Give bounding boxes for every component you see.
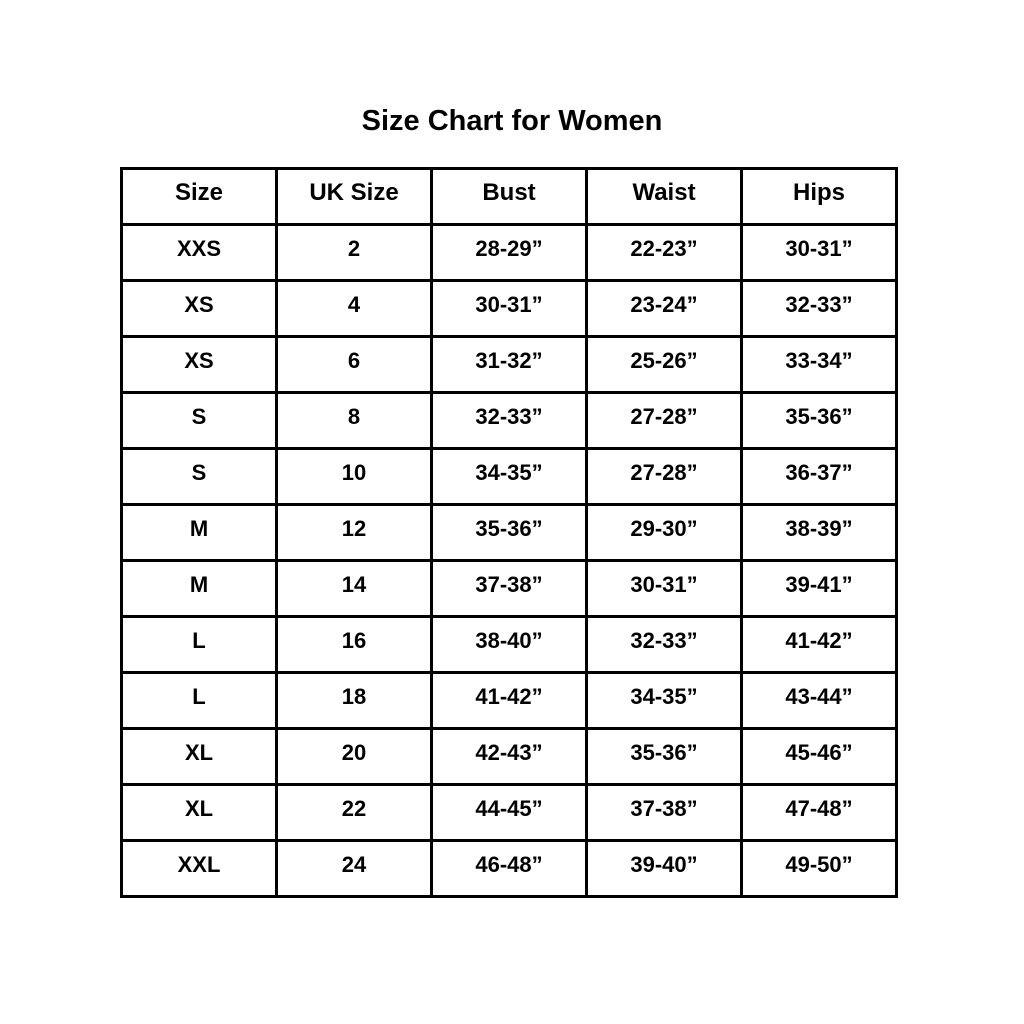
- table-cell: 38-40”: [430, 615, 588, 674]
- table-cell: 30-31”: [585, 559, 743, 618]
- table-row: L 18 41-42” 34-35” 43-44”: [120, 671, 898, 730]
- page-title: Size Chart for Women: [361, 105, 663, 137]
- table-cell: 20: [275, 727, 433, 786]
- table-cell: 28-29”: [430, 223, 588, 282]
- table-cell: S: [120, 391, 278, 450]
- table-cell: 25-26”: [585, 335, 743, 394]
- table-cell: 30-31”: [430, 279, 588, 338]
- table-cell: 18: [275, 671, 433, 730]
- table-header: Size UK Size Bust Waist Hips: [120, 167, 898, 226]
- column-header: Size: [120, 167, 278, 226]
- table-cell: 37-38”: [430, 559, 588, 618]
- table-cell: XL: [120, 783, 278, 842]
- table-cell: 31-32”: [430, 335, 588, 394]
- table-cell: 6: [275, 335, 433, 394]
- table-cell: 36-37”: [740, 447, 898, 506]
- table-cell: 35-36”: [430, 503, 588, 562]
- table-cell: 39-41”: [740, 559, 898, 618]
- table-row: XS 4 30-31” 23-24” 32-33”: [120, 279, 898, 338]
- table-cell: XXL: [120, 839, 278, 898]
- table-cell: 32-33”: [585, 615, 743, 674]
- table-cell: 24: [275, 839, 433, 898]
- table-cell: 35-36”: [585, 727, 743, 786]
- table-row: S 10 34-35” 27-28” 36-37”: [120, 447, 898, 506]
- table-cell: 32-33”: [740, 279, 898, 338]
- table-cell: XL: [120, 727, 278, 786]
- table-cell: 27-28”: [585, 391, 743, 450]
- table-cell: XXS: [120, 223, 278, 282]
- table-cell: 43-44”: [740, 671, 898, 730]
- table-cell: 41-42”: [740, 615, 898, 674]
- table-cell: 27-28”: [585, 447, 743, 506]
- column-header: Hips: [740, 167, 898, 226]
- table-row: S 8 32-33” 27-28” 35-36”: [120, 391, 898, 450]
- column-header: Waist: [585, 167, 743, 226]
- table-row: XXS 2 28-29” 22-23” 30-31”: [120, 223, 898, 282]
- table-cell: L: [120, 671, 278, 730]
- table-cell: M: [120, 559, 278, 618]
- table-cell: 8: [275, 391, 433, 450]
- table-cell: 37-38”: [585, 783, 743, 842]
- table-cell: 4: [275, 279, 433, 338]
- table-cell: M: [120, 503, 278, 562]
- table-cell: 10: [275, 447, 433, 506]
- table-cell: 34-35”: [430, 447, 588, 506]
- table-cell: 47-48”: [740, 783, 898, 842]
- table-body: XXS 2 28-29” 22-23” 30-31” XS 4 30-31” 23-24” 32-…: [120, 223, 898, 898]
- table-cell: 16: [275, 615, 433, 674]
- column-header: Bust: [430, 167, 588, 226]
- table-row: XXL 24 46-48” 39-40” 49-50”: [120, 839, 898, 898]
- table-cell: L: [120, 615, 278, 674]
- table-cell: S: [120, 447, 278, 506]
- table-cell: 23-24”: [585, 279, 743, 338]
- table-cell: 34-35”: [585, 671, 743, 730]
- table-cell: 41-42”: [430, 671, 588, 730]
- table-row: M 12 35-36” 29-30” 38-39”: [120, 503, 898, 562]
- table-cell: 22: [275, 783, 433, 842]
- table-cell: 46-48”: [430, 839, 588, 898]
- table-cell: 38-39”: [740, 503, 898, 562]
- table-row: M 14 37-38” 30-31” 39-41”: [120, 559, 898, 618]
- table-cell: 49-50”: [740, 839, 898, 898]
- table-cell: 42-43”: [430, 727, 588, 786]
- table-cell: XS: [120, 279, 278, 338]
- table-cell: 12: [275, 503, 433, 562]
- table-cell: 33-34”: [740, 335, 898, 394]
- table-row: L 16 38-40” 32-33” 41-42”: [120, 615, 898, 674]
- table-cell: 2: [275, 223, 433, 282]
- table-cell: 35-36”: [740, 391, 898, 450]
- table-cell: 32-33”: [430, 391, 588, 450]
- table-row: XL 20 42-43” 35-36” 45-46”: [120, 727, 898, 786]
- table-cell: XS: [120, 335, 278, 394]
- table-cell: 39-40”: [585, 839, 743, 898]
- table-cell: 44-45”: [430, 783, 588, 842]
- table-cell: 29-30”: [585, 503, 743, 562]
- size-chart-table: Size UK Size Bust Waist Hips XXS 2 28-29” 22-23…: [120, 167, 898, 898]
- table-row: XS 6 31-32” 25-26” 33-34”: [120, 335, 898, 394]
- header-row: Size UK Size Bust Waist Hips: [120, 167, 898, 226]
- table-cell: 22-23”: [585, 223, 743, 282]
- table-cell: 30-31”: [740, 223, 898, 282]
- table-cell: 14: [275, 559, 433, 618]
- column-header: UK Size: [275, 167, 433, 226]
- table-cell: 45-46”: [740, 727, 898, 786]
- table-row: XL 22 44-45” 37-38” 47-48”: [120, 783, 898, 842]
